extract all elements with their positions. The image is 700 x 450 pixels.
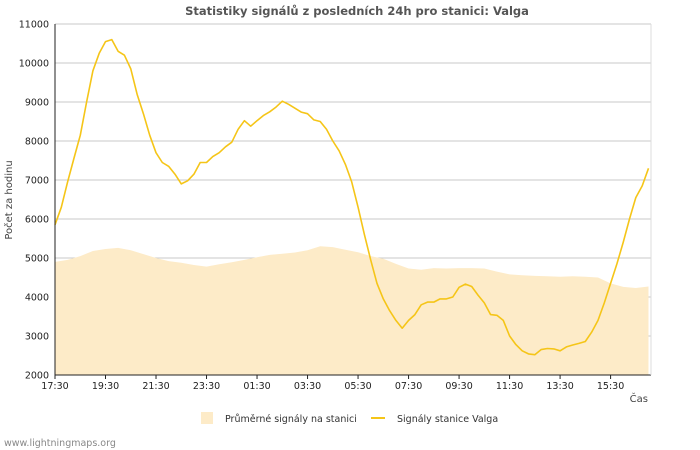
x-tick-label: 21:30 [142,381,169,392]
x-tick-label: 17:30 [41,381,68,392]
y-tick-label: 3000 [25,332,49,343]
x-tick-label: 13:30 [546,381,573,392]
x-tick-label: 23:30 [193,381,220,392]
y-tick-label: 10000 [19,59,49,70]
y-tick-label: 2000 [25,371,49,382]
y-tick-label: 11000 [19,20,49,31]
y-tick-label: 8000 [25,137,49,148]
y-tick-label: 7000 [25,176,49,187]
chart-title: Statistiky signálů z posledních 24h pro … [185,4,529,18]
legend-label-average: Průměrné signály na stanici [225,414,357,425]
x-tick-label: 09:30 [445,381,472,392]
series-line-valga [54,38,650,356]
y-tick-label: 5000 [25,254,49,265]
x-tick-label: 07:30 [395,381,422,392]
x-axis-label: Čas [630,392,648,405]
plot-area [54,38,650,375]
y-tick-label: 4000 [25,293,49,304]
watermark: www.lightningmaps.org [4,438,116,449]
axes: 2000 3000 4000 5000 6000 7000 8000 9000 10000 110… [19,20,652,392]
x-tick-label: 19:30 [92,381,119,392]
y-axis-label: Počet za hodinu [3,160,15,239]
legend: Průměrné signály na stanici Signály stani… [201,412,498,425]
y-tick-label: 6000 [25,215,49,226]
x-tick-label: 03:30 [294,381,321,392]
legend-label-valga: Signály stanice Valga [397,414,498,425]
legend-swatch-average [201,412,213,424]
y-tick-label: 9000 [25,98,49,109]
x-tick-label: 11:30 [496,381,523,392]
x-tick-label: 05:30 [344,381,371,392]
x-tick-label: 15:30 [597,381,624,392]
series-area-average [55,246,649,375]
x-tick-label: 01:30 [243,381,270,392]
